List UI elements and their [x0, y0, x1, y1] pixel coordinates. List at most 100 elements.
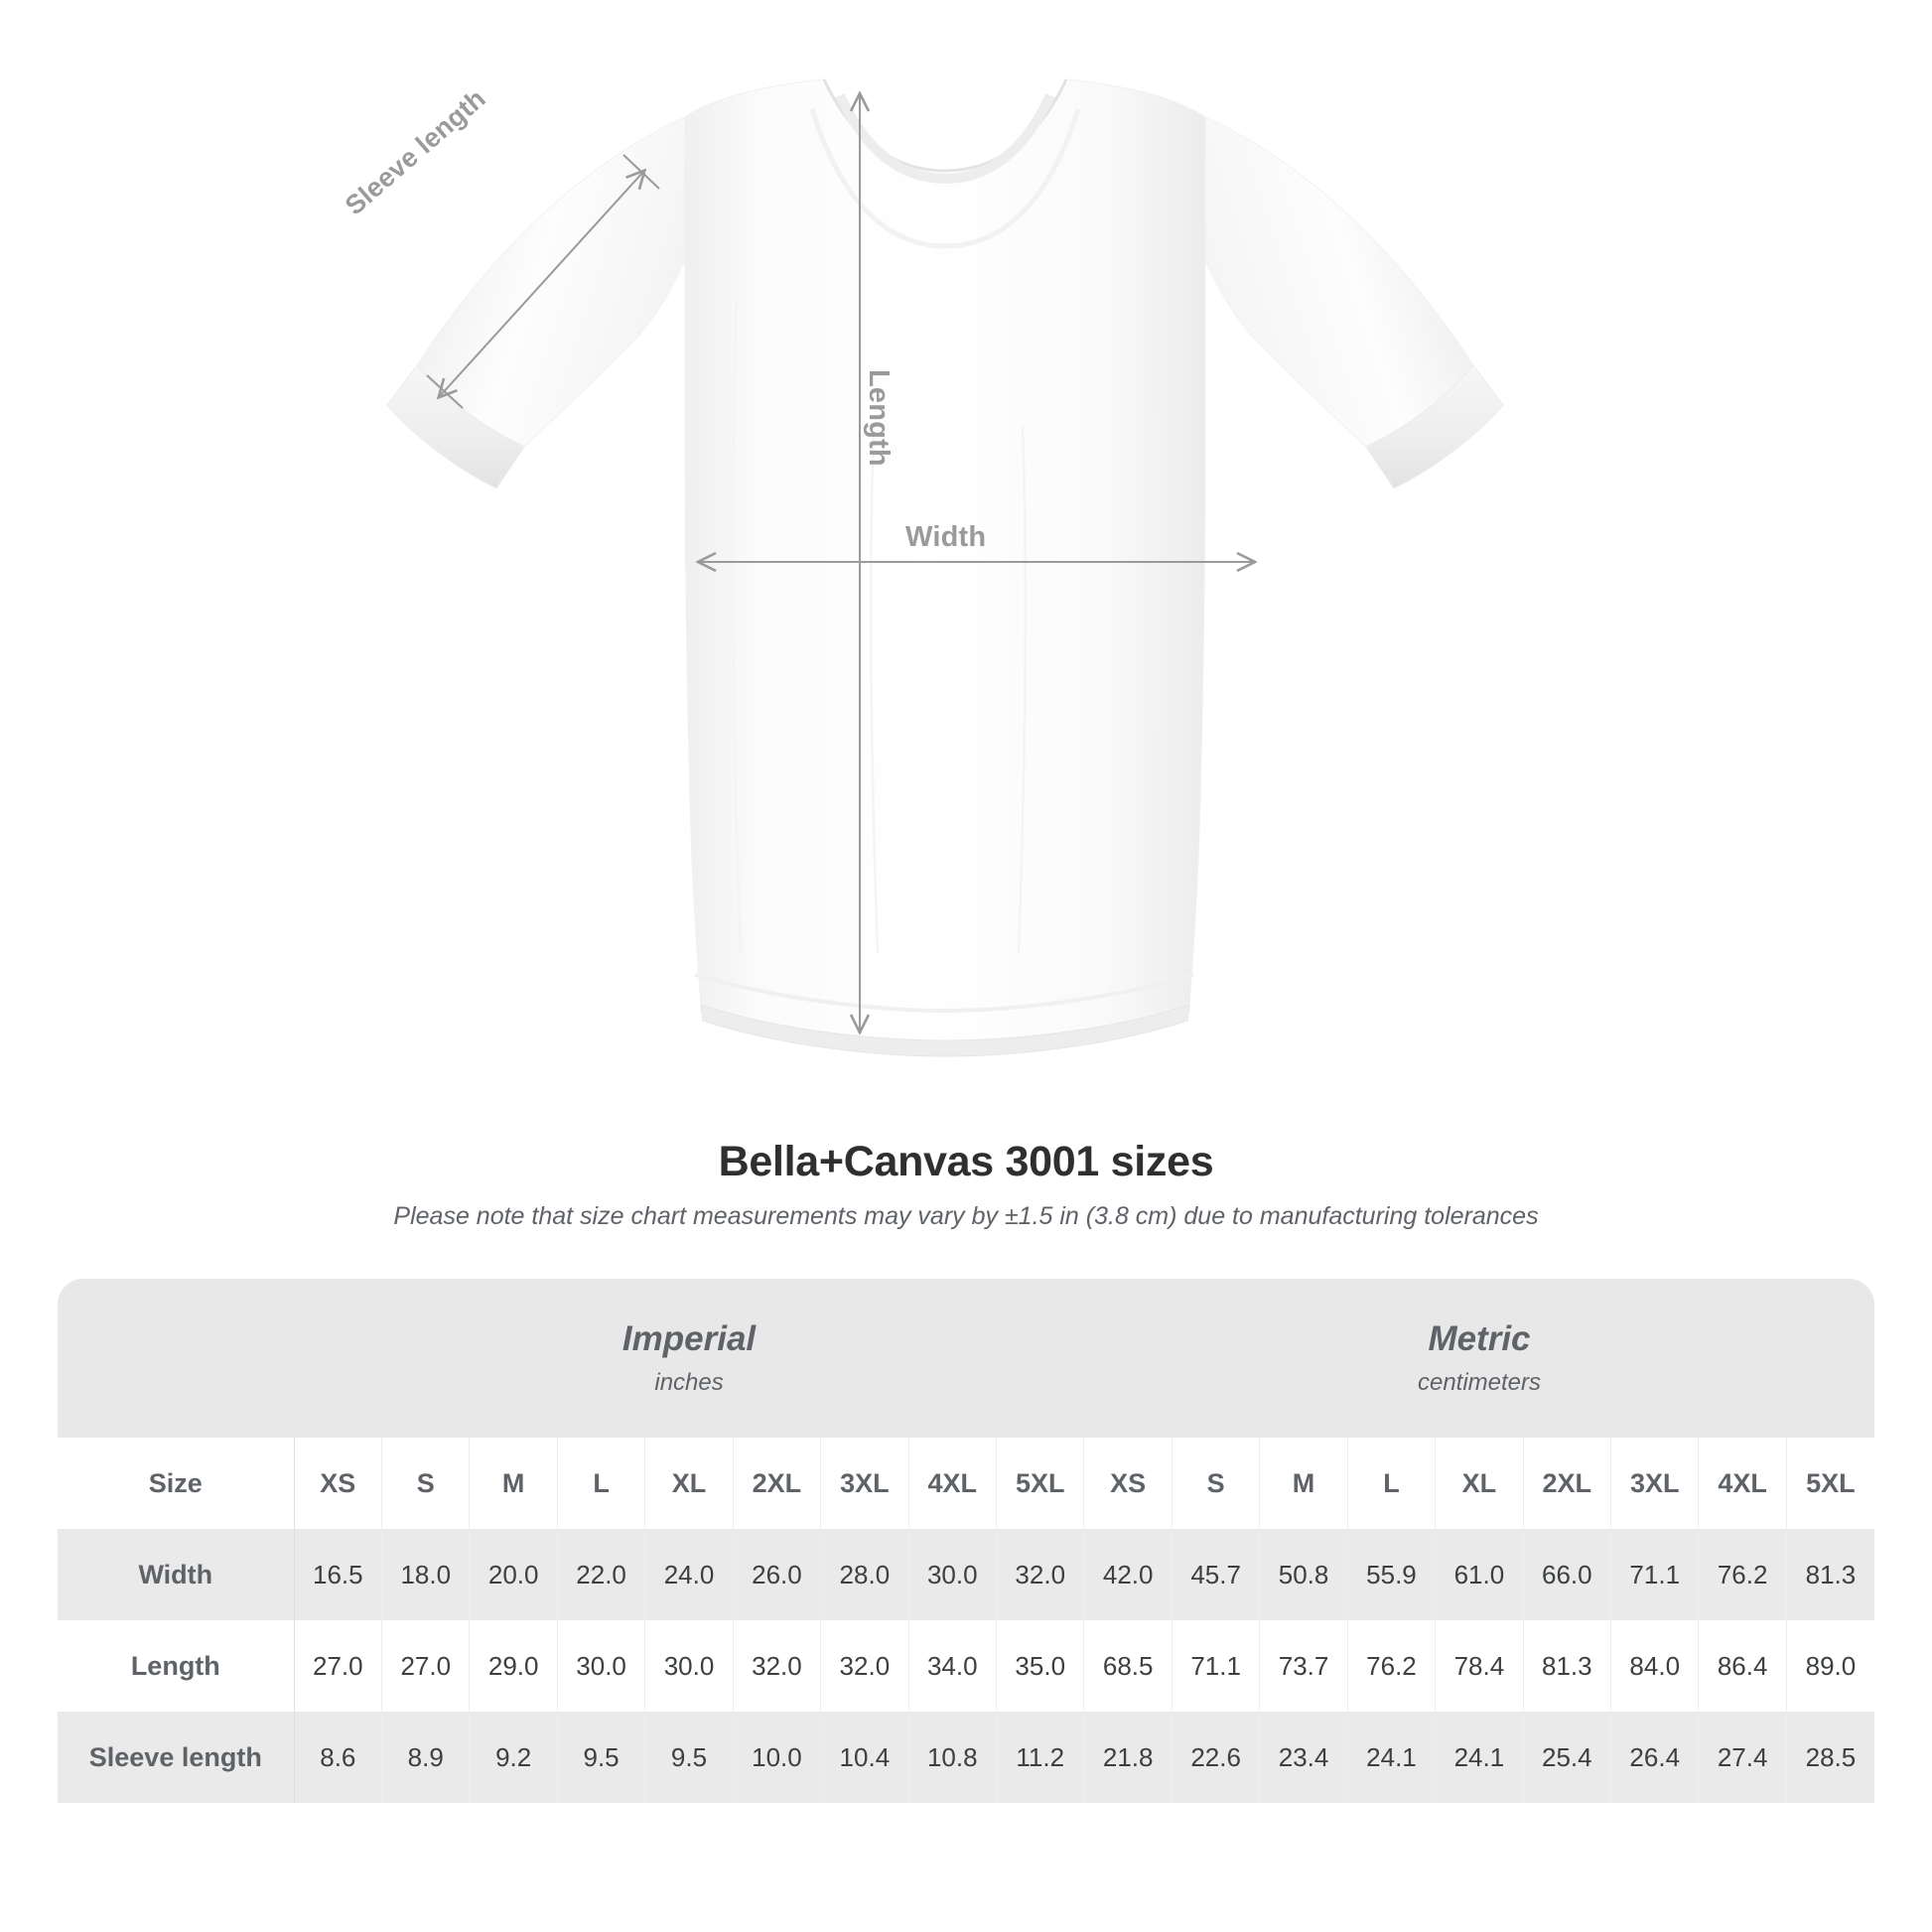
measurement-cell: 50.8	[1259, 1529, 1348, 1620]
measurement-cell: 71.1	[1172, 1620, 1261, 1712]
fabric-folds	[731, 297, 1158, 954]
unit-group-subtitle: centimeters	[1417, 1369, 1542, 1397]
measurement-cell: 10.8	[908, 1712, 997, 1803]
measurement-cell: 9.2	[469, 1712, 558, 1803]
measurement-cell: 10.0	[733, 1712, 822, 1803]
size-header-cell: L	[557, 1438, 646, 1529]
size-header-cell: 2XL	[1523, 1438, 1612, 1529]
measurement-cell: 32.0	[733, 1620, 822, 1712]
measurement-cell: 66.0	[1523, 1529, 1612, 1620]
measurement-cell: 84.0	[1610, 1620, 1700, 1712]
size-header-cell: XS	[294, 1438, 383, 1529]
measurement-cell: 32.0	[996, 1529, 1085, 1620]
row-label-length: Length	[58, 1620, 295, 1712]
measurement-cell: 30.0	[644, 1620, 734, 1712]
measurement-cell: 18.0	[381, 1529, 471, 1620]
size-header-cell: 5XL	[996, 1438, 1085, 1529]
size-header-cell: 3XL	[1610, 1438, 1700, 1529]
size-header-cell: 3XL	[820, 1438, 909, 1529]
size-chart-table-container: Imperial inches Metric centimeters Size XS S M L…	[58, 1279, 1874, 1803]
unit-group-header-row: Imperial inches Metric centimeters	[58, 1279, 1874, 1438]
measurement-cell: 21.8	[1083, 1712, 1173, 1803]
size-header-cell: S	[381, 1438, 471, 1529]
measurement-cell: 23.4	[1259, 1712, 1348, 1803]
measurement-cell: 76.2	[1347, 1620, 1437, 1712]
measurement-cell: 20.0	[469, 1529, 558, 1620]
measurement-cell: 22.6	[1172, 1712, 1261, 1803]
measurement-cell: 81.3	[1523, 1620, 1612, 1712]
unit-group-imperial: Imperial inches	[294, 1279, 1084, 1438]
measurement-cell: 29.0	[469, 1620, 558, 1712]
size-header-cell: M	[469, 1438, 558, 1529]
measurement-cell: 89.0	[1786, 1620, 1874, 1712]
size-chart-title: Bella+Canvas 3001 sizes	[718, 1138, 1214, 1185]
table-row: Width 16.5 18.0 20.0 22.0 24.0 26.0 28.0 30.0 32.…	[58, 1529, 1874, 1620]
measurement-cell: 30.0	[557, 1620, 646, 1712]
measurement-cell: 35.0	[996, 1620, 1085, 1712]
measurement-cell: 24.1	[1435, 1712, 1524, 1803]
length-annotation-label: Length	[863, 369, 895, 467]
row-label-width: Width	[58, 1529, 295, 1620]
measurement-cell: 25.4	[1523, 1712, 1612, 1803]
size-header-cell: L	[1347, 1438, 1437, 1529]
unit-group-subtitle: inches	[654, 1369, 724, 1397]
measurement-cell: 8.6	[294, 1712, 383, 1803]
measurement-cell: 8.9	[381, 1712, 471, 1803]
measurement-cell: 9.5	[557, 1712, 646, 1803]
measurement-cell: 27.0	[381, 1620, 471, 1712]
unit-group-name: Imperial	[621, 1318, 757, 1358]
measurement-cell: 61.0	[1435, 1529, 1524, 1620]
measurement-cell: 16.5	[294, 1529, 383, 1620]
size-header-cell: S	[1172, 1438, 1261, 1529]
size-header-cell: 5XL	[1786, 1438, 1874, 1529]
measurement-cell: 71.1	[1610, 1529, 1700, 1620]
size-header-cell: 4XL	[1698, 1438, 1787, 1529]
size-header-cell: M	[1259, 1438, 1348, 1529]
measurement-cell: 24.0	[644, 1529, 734, 1620]
sleeve-length-arrow	[440, 172, 643, 396]
measurement-cell: 86.4	[1698, 1620, 1787, 1712]
size-header-cell: XL	[1435, 1438, 1524, 1529]
tshirt-diagram: Sleeve length Length Width	[339, 78, 1504, 1057]
size-chart-table: Imperial inches Metric centimeters Size XS S M L…	[58, 1279, 1874, 1803]
size-chart-subtitle: Please note that size chart measurements…	[393, 1202, 1539, 1230]
size-column-header: Size	[58, 1438, 295, 1529]
size-header-cell: 2XL	[733, 1438, 822, 1529]
shirt-right-sleeve	[1204, 116, 1504, 489]
size-header-row: Size XS S M L XL 2XL 3XL 4XL 5XL XS S M L XL 2XL 3XL 4XL 5…	[58, 1438, 1874, 1529]
unit-group-name: Metric	[1428, 1318, 1531, 1358]
measurement-cell: 45.7	[1172, 1529, 1261, 1620]
shirt-bottom-hem	[694, 973, 1194, 1057]
size-header-cell: 4XL	[908, 1438, 997, 1529]
unit-row-spacer	[58, 1279, 295, 1438]
measurement-arrows	[426, 95, 1253, 1031]
measurement-cell: 30.0	[908, 1529, 997, 1620]
measurement-cell: 55.9	[1347, 1529, 1437, 1620]
measurement-cell: 68.5	[1083, 1620, 1173, 1712]
row-label-sleeve-length: Sleeve length	[58, 1712, 295, 1803]
measurement-cell: 28.5	[1786, 1712, 1874, 1803]
measurement-cell: 24.1	[1347, 1712, 1437, 1803]
measurement-cell: 32.0	[820, 1620, 909, 1712]
measurement-cell: 10.4	[820, 1712, 909, 1803]
table-row: Length 27.0 27.0 29.0 30.0 30.0 32.0 32.0 34.0 35…	[58, 1620, 1874, 1712]
table-row: Sleeve length 8.6 8.9 9.2 9.5 9.5 10.0 10.4 10.8…	[58, 1712, 1874, 1803]
measurement-cell: 26.0	[733, 1529, 822, 1620]
measurement-cell: 11.2	[996, 1712, 1085, 1803]
measurement-cell: 34.0	[908, 1620, 997, 1712]
measurement-cell: 9.5	[644, 1712, 734, 1803]
shirt-body-shape	[684, 78, 1206, 1041]
measurement-cell: 22.0	[557, 1529, 646, 1620]
measurement-cell: 27.0	[294, 1620, 383, 1712]
unit-group-metric: Metric centimeters	[1083, 1279, 1874, 1438]
measurement-cell: 73.7	[1259, 1620, 1348, 1712]
measurement-cell: 26.4	[1610, 1712, 1700, 1803]
measurement-cell: 81.3	[1786, 1529, 1874, 1620]
measurement-cell: 27.4	[1698, 1712, 1787, 1803]
width-annotation-label: Width	[905, 521, 987, 553]
measurement-cell: 28.0	[820, 1529, 909, 1620]
size-header-cell: XS	[1083, 1438, 1173, 1529]
measurement-cell: 78.4	[1435, 1620, 1524, 1712]
size-header-cell: XL	[644, 1438, 734, 1529]
tshirt-illustration	[386, 78, 1504, 1057]
